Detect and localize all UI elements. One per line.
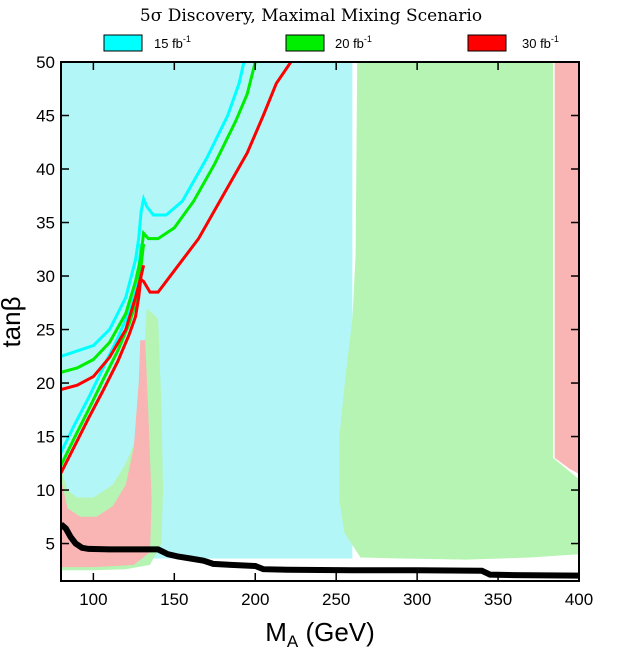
legend-swatch-20 <box>285 34 325 52</box>
regions-layer <box>61 62 579 571</box>
region-20-fb-1-region-right <box>339 62 579 560</box>
legend-sup-15: -1 <box>183 34 191 44</box>
y-axis-title: tanβ <box>0 296 26 347</box>
y-tick-label-15: 15 <box>36 428 55 447</box>
legend-sup-30: -1 <box>551 34 559 44</box>
svg-text:30 fb-1: 30 fb-1 <box>522 34 559 51</box>
series-30-fb-1-upper <box>61 62 293 391</box>
chart-title: 5σ Discovery, Maximal Mixing Scenario <box>140 6 482 26</box>
y-tick-label-35: 35 <box>36 214 55 233</box>
y-tick-label-40: 40 <box>36 160 55 179</box>
series-15-fb-1-upper <box>61 62 246 358</box>
svg-text:15 fb-1: 15 fb-1 <box>154 34 191 51</box>
legend-entry-15: 15 fb-1 <box>103 34 191 52</box>
legend-entry-30: 30 fb-1 <box>467 34 559 52</box>
x-axis-title-unit: (GeV) <box>298 617 375 647</box>
series-20-fb-1-upper <box>61 62 257 374</box>
region-30-fb-1-region-lower-left <box>61 340 152 568</box>
plot-area <box>60 61 580 582</box>
legend-entry-20: 20 fb-1 <box>285 34 372 52</box>
x-axis-title-sub: A <box>287 632 299 648</box>
y-tick-label-45: 45 <box>36 107 55 126</box>
y-tick-label-30: 30 <box>36 267 55 286</box>
region-15-fb-1-region <box>61 62 353 559</box>
legend: 15 fb-1 20 fb-1 30 fb-1 <box>103 34 559 52</box>
ticks-layer <box>61 61 580 581</box>
contour-lines-layer <box>61 62 579 579</box>
legend-swatch-30 <box>467 34 507 52</box>
legend-label-15: 15 fb <box>154 36 183 51</box>
svg-text:20 fb-1: 20 fb-1 <box>335 34 372 51</box>
region-30-fb-1-region-right <box>554 62 579 474</box>
x-tick-label-150: 150 <box>160 590 188 609</box>
x-tick-label-250: 250 <box>322 590 350 609</box>
x-tick-label-200: 200 <box>241 590 269 609</box>
legend-sup-20: -1 <box>364 34 372 44</box>
x-axis-title-main: M <box>265 617 287 647</box>
x-tick-label-100: 100 <box>79 590 107 609</box>
x-tick-label-350: 350 <box>484 590 512 609</box>
series-30-fb-1-lower <box>61 264 146 474</box>
y-tick-label-25: 25 <box>36 321 55 340</box>
y-tick-label-5: 5 <box>46 535 55 554</box>
legend-swatch-15 <box>103 34 143 52</box>
legend-label-30: 30 fb <box>522 36 551 51</box>
tick-labels-layer: 100 150 200 250 300 350 400 5 10 15 20 25 30 35 40 45 50 <box>36 53 593 609</box>
x-axis-title: MA (GeV) <box>265 617 375 648</box>
plot-frame <box>60 61 580 582</box>
legend-label-20: 20 fb <box>335 36 364 51</box>
y-tick-label-50: 50 <box>36 53 55 72</box>
y-tick-label-20: 20 <box>36 374 55 393</box>
y-tick-label-10: 10 <box>36 481 55 500</box>
x-tick-label-400: 400 <box>565 590 593 609</box>
x-tick-label-300: 300 <box>403 590 431 609</box>
series-black-boundary <box>61 522 579 579</box>
